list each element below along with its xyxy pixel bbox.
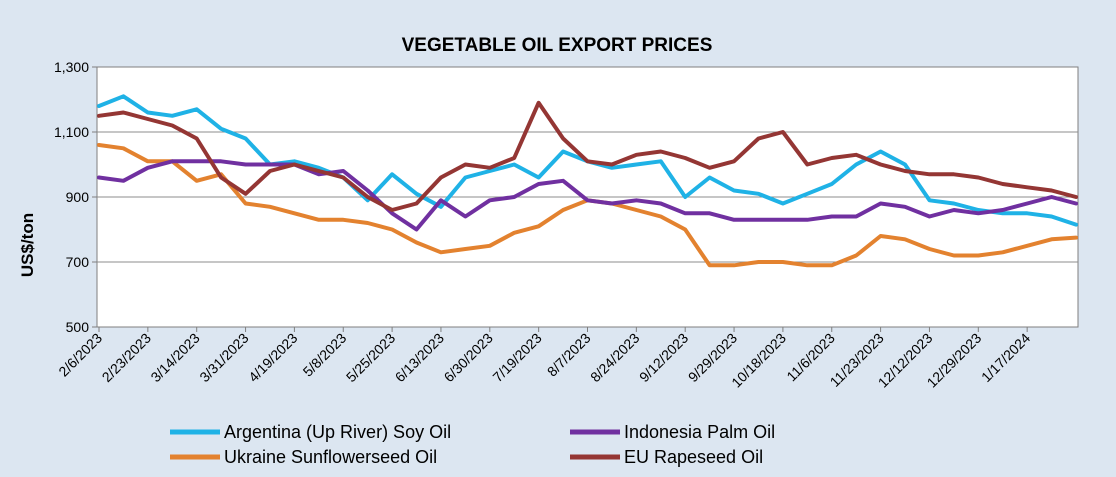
- legend-label-3: EU Rapeseed Oil: [624, 447, 763, 467]
- chart-title: VEGETABLE OIL EXPORT PRICES: [402, 35, 713, 56]
- legend-label-2: Ukraine Sunflowerseed Oil: [224, 447, 437, 467]
- legend-label-0: Argentina (Up River) Soy Oil: [224, 422, 451, 442]
- series-lines: [97, 94, 1078, 268]
- y-tick-label: 700: [66, 254, 90, 270]
- legend-label-1: Indonesia Palm Oil: [624, 422, 775, 442]
- y-tick-label: 1,300: [54, 59, 89, 75]
- y-axis-ticks: 500 700 900 1,100 1,300: [54, 59, 97, 335]
- y-tick-label: 500: [66, 319, 90, 335]
- series-line-3: [97, 100, 1078, 212]
- gridlines: [97, 131, 1078, 263]
- y-tick-label: 1,100: [54, 124, 89, 140]
- series-line-1: [97, 159, 1078, 232]
- y-tick-label: 900: [66, 189, 90, 205]
- y-axis-label: US$/ton: [18, 213, 37, 277]
- legend: Argentina (Up River) Soy Oil Indonesia Pa…: [170, 422, 775, 467]
